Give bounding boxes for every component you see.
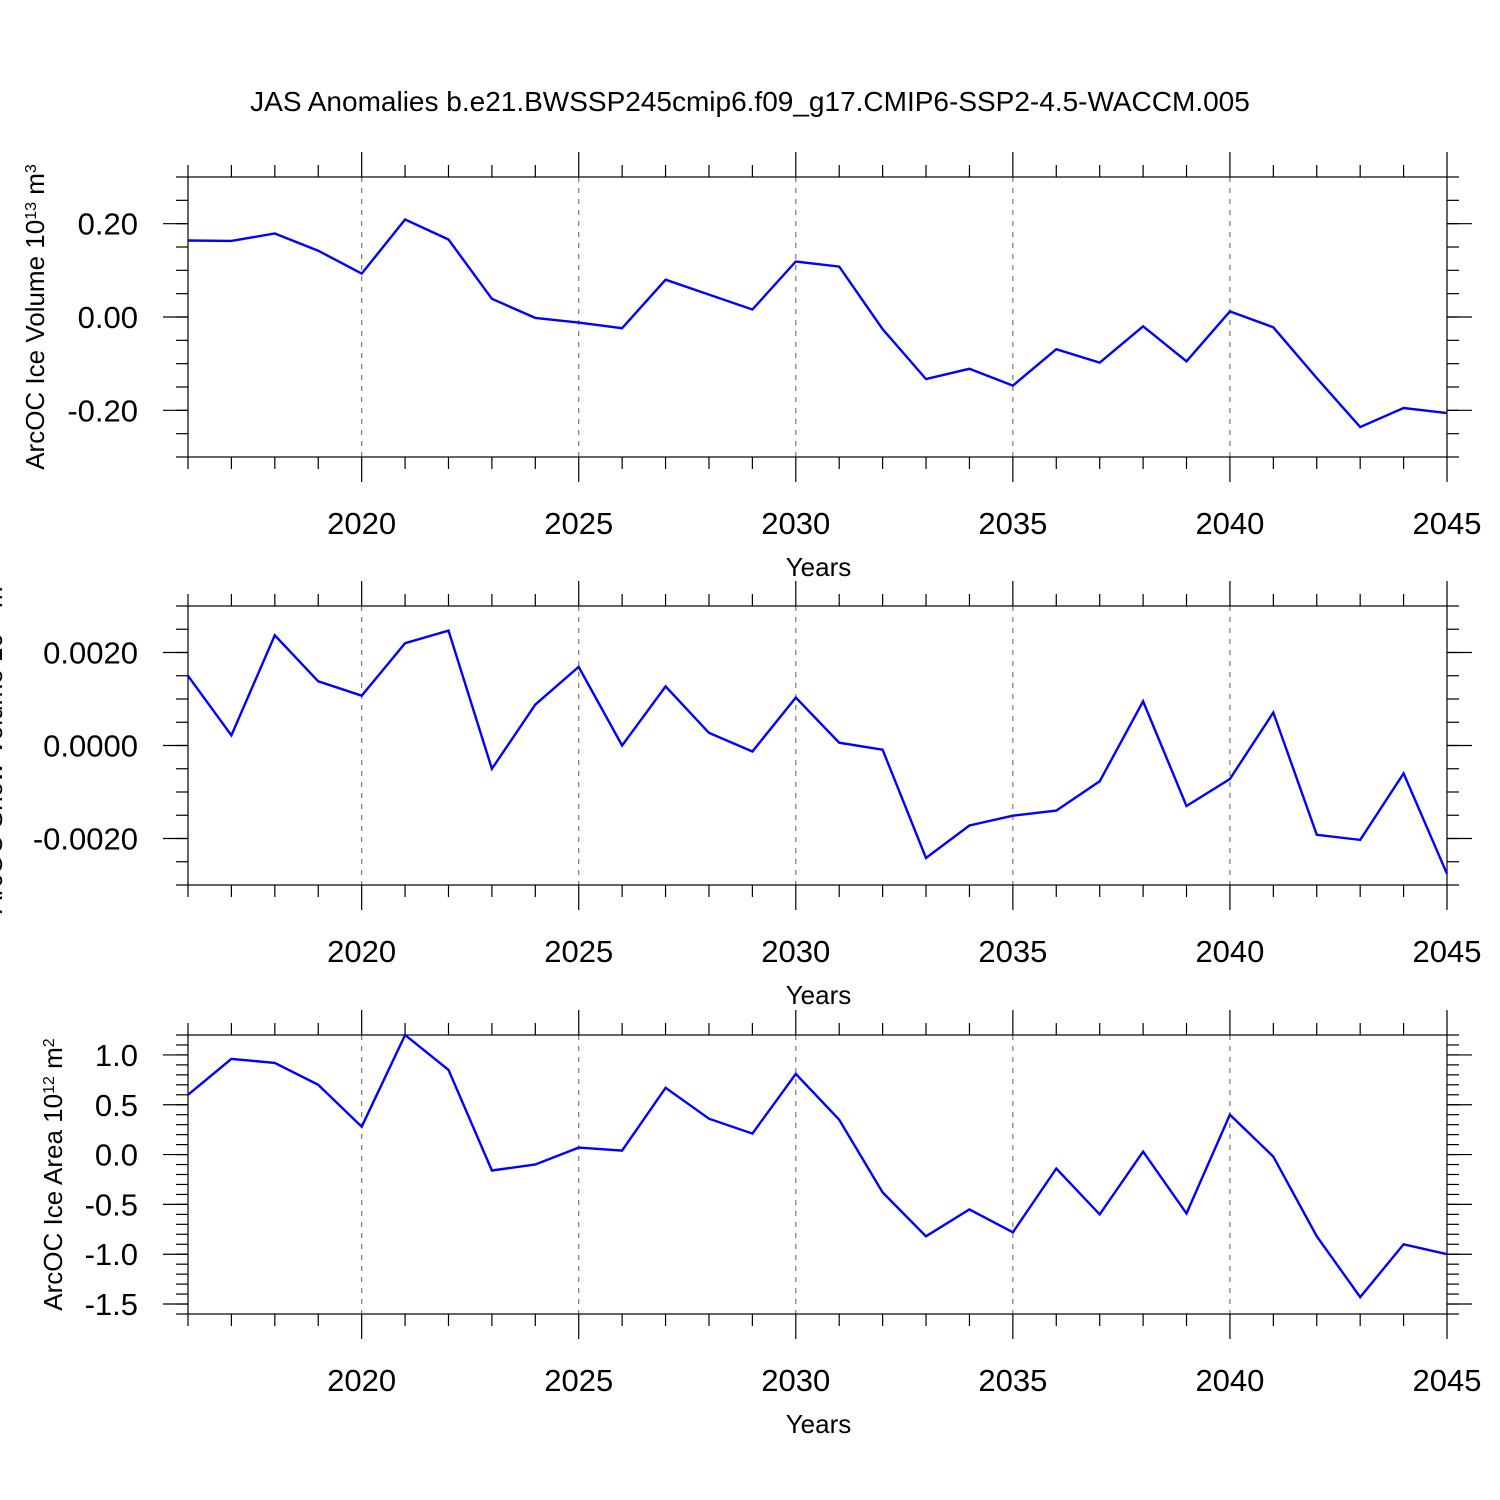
panel-2: 0.0020 0.0000 -0.0020 2020 2025 2030 2035 2040 2… [0, 577, 1482, 1010]
panels: 0.20 0.00 -0.20 2020 2025 2030 2035 2040 2045 Yea… [0, 152, 1481, 1439]
y-tick-label: 0.0000 [43, 729, 138, 764]
y-tick-label: 0.0 [95, 1138, 138, 1173]
y-axis-label-space [38, 1123, 68, 1130]
x-tick-label: 2040 [1195, 506, 1264, 541]
series-line [187, 218, 1448, 429]
x-tick-label: 2025 [544, 506, 613, 541]
y-tick-label: 0.5 [95, 1088, 138, 1123]
y-axis-unit-tail: m [38, 1047, 68, 1076]
x-tick-label: 2025 [544, 934, 613, 969]
y-axis-unit-tail-exponent: 3 [23, 164, 40, 173]
y-axis-unit-tail: m [20, 173, 50, 202]
x-tick-label: 2020 [327, 506, 396, 541]
y-axis-unit-exponent: 12 [41, 1076, 58, 1094]
y-axis-label: ArcOC Snow Volume 1013 m3 [0, 577, 8, 913]
x-tick-label: 2035 [978, 1363, 1047, 1398]
y-tick-label: -1.0 [85, 1237, 138, 1272]
y-tick-label: 0.00 [78, 300, 138, 335]
x-tick-label: 2030 [761, 506, 830, 541]
series-line [187, 629, 1449, 875]
y-tick-label: 0.0020 [43, 636, 138, 671]
x-tick-label: 2045 [1413, 934, 1482, 969]
plot-frame [187, 605, 1448, 886]
y-axis-label-text: ArcOC Ice Area [38, 1130, 68, 1311]
x-tick-label: 2020 [327, 934, 396, 969]
y-axis-unit-exponent: 13 [23, 202, 40, 220]
x-axis-label: Years [786, 552, 852, 582]
y-axis-label-space [20, 249, 50, 256]
x-tick-label: 2045 [1413, 1363, 1482, 1398]
x-tick-label: 2030 [761, 1363, 830, 1398]
plot-frame [187, 1034, 1448, 1315]
y-axis-label-space [0, 662, 8, 669]
panel-1: 0.20 0.00 -0.20 2020 2025 2030 2035 2040 2045 Yea… [20, 152, 1481, 582]
y-axis-label: ArcOC Ice Volume 1013 m3 [20, 164, 50, 470]
x-tick-label: 2035 [978, 506, 1047, 541]
x-tick-label: 2025 [544, 1363, 613, 1398]
y-axis-unit-tail: m [0, 586, 8, 615]
x-tick-label: 2040 [1195, 934, 1264, 969]
y-tick-label: -1.5 [85, 1287, 138, 1322]
y-axis-label-text: ArcOC Snow Volume [0, 669, 8, 913]
x-axis-label: Years [786, 1409, 852, 1439]
y-axis-label-text: ArcOC Ice Volume [20, 256, 50, 470]
x-tick-label: 2040 [1195, 1363, 1264, 1398]
y-tick-label: -0.5 [85, 1187, 138, 1222]
x-tick-label: 2035 [978, 934, 1047, 969]
y-tick-label: -0.0020 [33, 822, 138, 857]
x-axis-label: Years [786, 980, 852, 1010]
y-axis-label: ArcOC Ice Area 1012 m2 [38, 1038, 68, 1310]
y-tick-label: 0.20 [78, 207, 138, 242]
y-axis-unit-base: 10 [38, 1094, 68, 1123]
x-tick-label: 2030 [761, 934, 830, 969]
y-axis-unit-base: 10 [20, 220, 50, 249]
plot-frame [187, 176, 1448, 458]
y-axis-unit-tail-exponent: 2 [41, 1038, 58, 1047]
panel-3: 1.0 0.5 0.0 -0.5 -1.0 -1.5 2020 2025 2030 2035 204… [38, 1010, 1481, 1439]
y-axis-unit-base: 10 [0, 633, 8, 662]
figure-title: JAS Anomalies b.e21.BWSSP245cmip6.f09_g1… [250, 86, 1250, 117]
series-line [187, 1033, 1448, 1300]
y-tick-label: 1.0 [95, 1038, 138, 1073]
y-tick-label: -0.20 [67, 393, 138, 428]
x-tick-label: 2020 [327, 1363, 396, 1398]
x-tick-label: 2045 [1413, 506, 1482, 541]
